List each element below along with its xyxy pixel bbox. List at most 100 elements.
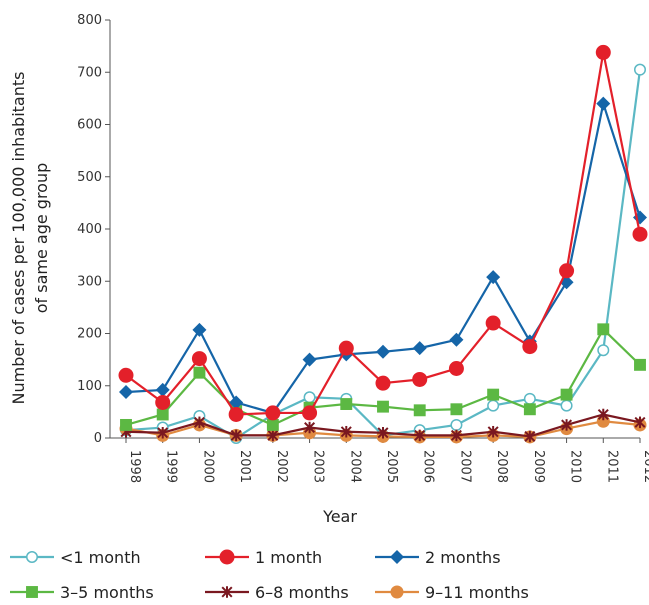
data-point <box>221 586 233 598</box>
data-point <box>375 375 391 391</box>
legend-label: 2 months <box>425 548 501 567</box>
y-tick-label: 0 <box>94 431 102 446</box>
x-tick-label: 2012 <box>641 450 649 483</box>
x-tick-label: 2010 <box>568 450 583 483</box>
y-tick-label: 700 <box>77 65 102 80</box>
legend-label: 1 month <box>255 548 322 567</box>
y-tick-label: 100 <box>77 379 102 394</box>
x-tick-label: 2011 <box>604 450 619 483</box>
legend-item: 1 month <box>205 548 322 567</box>
data-point <box>632 226 648 242</box>
data-point <box>304 421 316 434</box>
data-point <box>523 392 536 405</box>
data-point <box>302 352 317 367</box>
x-tick-label: 2004 <box>347 450 362 483</box>
data-point <box>487 388 500 401</box>
legend-item: <1 month <box>10 548 141 567</box>
x-tick-label: 1999 <box>164 450 179 483</box>
x-tick-label: 2001 <box>237 450 252 483</box>
data-point <box>118 367 134 383</box>
data-point <box>267 429 279 442</box>
data-point <box>265 405 281 421</box>
data-point <box>487 399 500 412</box>
data-point <box>560 388 573 401</box>
data-point <box>559 263 575 279</box>
data-point <box>377 427 389 439</box>
x-tick-label: 2003 <box>311 450 326 483</box>
y-tick-label: 200 <box>77 327 102 342</box>
data-point <box>561 419 573 431</box>
series-line <box>125 99 642 415</box>
y-axis-ticks: 0 100 200 300 400 500 600 700 800 <box>77 13 110 446</box>
data-point <box>192 322 207 337</box>
data-point <box>155 394 171 410</box>
data-point <box>266 418 279 431</box>
data-point <box>119 385 133 400</box>
legend-item: 6–8 months <box>205 583 349 602</box>
data-point <box>191 351 207 367</box>
data-point <box>303 391 316 404</box>
legend: <1 month 1 month 2 months 3–5 months 6–8 mon… <box>10 548 529 602</box>
x-axis-title: Year <box>322 507 357 526</box>
x-tick-label: 1998 <box>127 450 142 483</box>
data-point <box>524 430 536 443</box>
legend-label: 9–11 months <box>425 583 529 602</box>
y-tick-label: 300 <box>77 274 102 289</box>
x-tick-label: 2006 <box>421 450 436 483</box>
data-point <box>595 44 611 60</box>
legend-label: 3–5 months <box>60 583 154 602</box>
data-point <box>450 429 462 442</box>
legend-item: 3–5 months <box>10 583 154 602</box>
x-tick-label: 2005 <box>384 450 399 483</box>
data-point <box>390 550 404 564</box>
data-point <box>377 400 389 413</box>
legend-item: 2 months <box>375 548 501 567</box>
x-tick-label: 2000 <box>200 450 215 483</box>
y-axis-title-line2: of same age group <box>32 163 51 314</box>
y-axis-title-line1: Number of cases per 100,000 inhabitants <box>9 72 28 405</box>
data-point <box>485 315 501 331</box>
data-point <box>193 416 205 429</box>
y-tick-label: 600 <box>77 118 102 133</box>
data-point <box>597 323 610 336</box>
data-point <box>450 403 463 416</box>
x-tick-label: 2007 <box>457 450 472 483</box>
data-point <box>157 427 169 439</box>
data-point <box>230 429 242 442</box>
data-point <box>634 63 646 76</box>
data-point <box>448 361 464 377</box>
legend-item: 9–11 months <box>375 583 529 602</box>
data-point <box>523 403 536 416</box>
data-point <box>26 551 38 563</box>
data-point <box>597 408 609 421</box>
data-point <box>338 340 354 356</box>
data-point <box>522 339 538 355</box>
x-axis-ticks: 1998 1999 2000 2001 2002 2003 2004 2005 2006 2007… <box>125 438 649 483</box>
data-point <box>412 341 427 356</box>
x-tick-label: 2008 <box>494 450 509 483</box>
data-point <box>120 418 132 431</box>
data-point <box>597 344 610 357</box>
data-point <box>156 408 169 421</box>
series-1 <box>118 44 648 422</box>
series-group <box>118 44 648 444</box>
data-point <box>412 371 428 387</box>
data-point <box>376 344 390 359</box>
data-point <box>26 586 38 598</box>
data-point <box>155 382 170 397</box>
data-point <box>634 416 646 429</box>
x-tick-label: 2002 <box>274 450 289 483</box>
data-point <box>229 395 244 410</box>
data-point <box>413 404 426 417</box>
y-tick-label: 500 <box>77 170 102 185</box>
x-tick-label: 2009 <box>531 450 546 483</box>
data-point <box>340 398 353 410</box>
data-point <box>634 358 646 371</box>
data-point <box>449 332 464 347</box>
series-4 <box>120 408 646 443</box>
legend-label: <1 month <box>60 548 141 567</box>
data-point <box>486 270 501 285</box>
data-point <box>228 406 244 422</box>
y-tick-label: 400 <box>77 222 102 237</box>
